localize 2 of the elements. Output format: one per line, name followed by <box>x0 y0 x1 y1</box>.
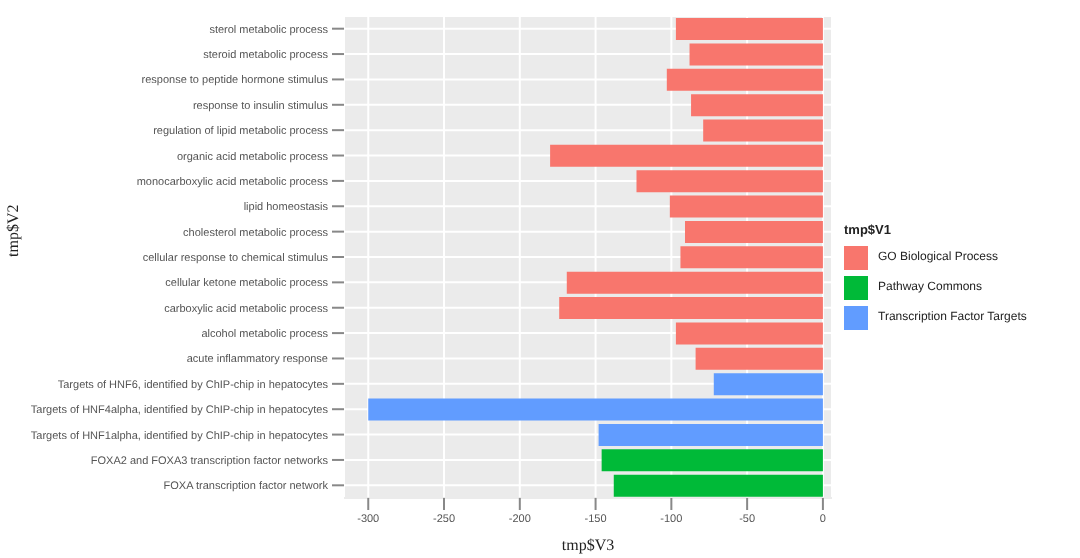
y-axis-title: tmp$V2 <box>3 204 22 257</box>
x-axis-title: tmp$V3 <box>561 536 615 554</box>
